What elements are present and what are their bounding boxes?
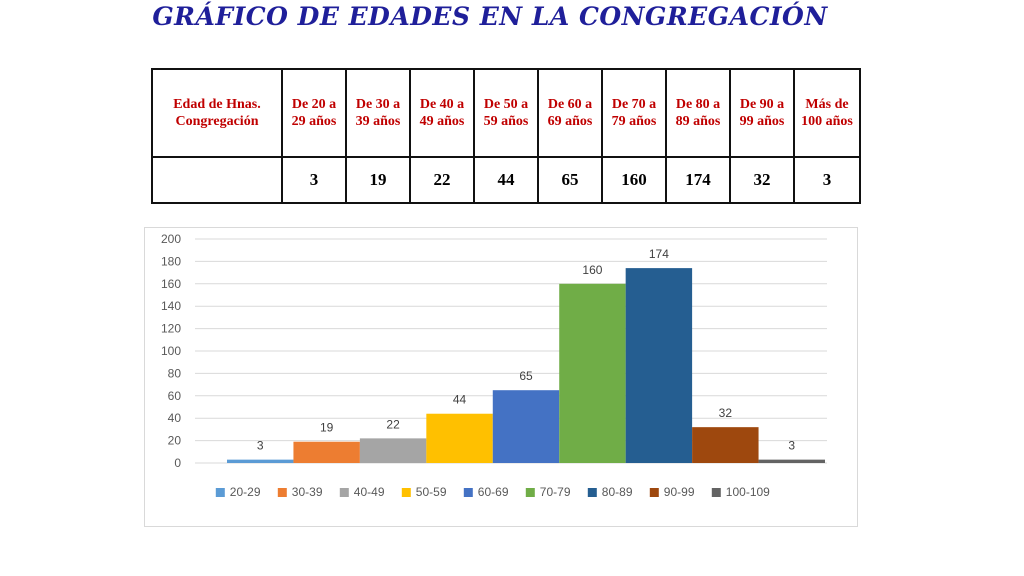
data-label: 32 — [719, 406, 733, 420]
data-label: 44 — [453, 393, 467, 407]
age-table: Edad de Hnas. Congregación De 20 a 29 añ… — [151, 68, 861, 204]
data-label: 160 — [582, 263, 602, 277]
y-tick-label: 100 — [161, 344, 181, 358]
table-header-cell: De 20 a 29 años — [281, 68, 347, 158]
legend-swatch — [587, 488, 597, 497]
data-label: 3 — [257, 439, 264, 453]
table-value-cell: 160 — [601, 156, 667, 204]
data-label: 19 — [320, 421, 334, 435]
bar-chart: 0 20 40 60 80 100 120 140 160 180 200 3 19 22 44 65 160 1… — [161, 232, 827, 499]
table-value-cell: 22 — [409, 156, 475, 204]
table-value-cell: 3 — [793, 156, 861, 204]
data-label: 65 — [519, 369, 533, 383]
legend-label: 100-109 — [726, 485, 770, 499]
table-value-cell: 174 — [665, 156, 731, 204]
legend-label: 90-99 — [664, 485, 695, 499]
chart-frame: 0 20 40 60 80 100 120 140 160 180 200 3 19 22 44 65 160 1… — [144, 227, 858, 527]
table-header-cell: De 70 a 79 años — [601, 68, 667, 158]
table-header-first: Edad de Hnas. Congregación — [151, 68, 283, 158]
y-tick-label: 0 — [174, 456, 181, 470]
page-title: GRÁFICO DE EDADES EN LA CONGREGACIÓN — [152, 2, 828, 31]
y-tick-label: 40 — [168, 411, 182, 425]
data-label: 22 — [386, 417, 400, 431]
data-label: 174 — [649, 247, 669, 261]
table-header-cell: De 40 a 49 años — [409, 68, 475, 158]
legend-swatch — [463, 488, 473, 497]
legend-swatch — [339, 488, 349, 497]
table-header-cell: De 30 a 39 años — [345, 68, 411, 158]
legend-swatch — [277, 488, 287, 497]
legend-swatch — [525, 488, 535, 497]
y-tick-label: 80 — [168, 366, 182, 380]
table-header-cell: De 60 a 69 años — [537, 68, 603, 158]
bar — [227, 459, 294, 463]
y-tick-label: 140 — [161, 299, 181, 313]
legend-label: 60-69 — [478, 485, 509, 499]
y-tick-label: 20 — [168, 434, 182, 448]
table-header-cell: De 80 a 89 años — [665, 68, 731, 158]
legend-swatch — [215, 488, 225, 497]
bar — [359, 438, 427, 463]
y-tick-label: 200 — [161, 232, 181, 246]
legend-label: 40-49 — [354, 485, 385, 499]
bar — [293, 441, 360, 463]
legend-swatch — [401, 488, 411, 497]
table-value-cell: 19 — [345, 156, 411, 204]
table-header-cell: De 90 a 99 años — [729, 68, 795, 158]
table-value-cell: 3 — [281, 156, 347, 204]
legend-label: 80-89 — [602, 485, 633, 499]
bar — [625, 268, 693, 463]
legend-swatch — [649, 488, 659, 497]
table-header-cell: Más de 100 años — [793, 68, 861, 158]
legend-swatch — [711, 488, 721, 497]
bar — [559, 283, 626, 463]
bar — [426, 413, 493, 463]
y-tick-label: 60 — [168, 389, 182, 403]
legend-label: 70-79 — [540, 485, 571, 499]
table-header-cell: De 50 a 59 años — [473, 68, 539, 158]
y-tick-label: 120 — [161, 322, 181, 336]
bar — [492, 390, 560, 463]
table-empty-cell — [151, 156, 283, 204]
legend-label: 20-29 — [230, 485, 261, 499]
table-value-cell: 32 — [729, 156, 795, 204]
y-tick-label: 160 — [161, 277, 181, 291]
legend-label: 30-39 — [292, 485, 323, 499]
table-value-cell: 65 — [537, 156, 603, 204]
legend-label: 50-59 — [416, 485, 447, 499]
data-label: 3 — [788, 439, 795, 453]
bar — [692, 427, 759, 463]
table-value-cell: 44 — [473, 156, 539, 204]
y-tick-label: 180 — [161, 254, 181, 268]
bar — [758, 459, 825, 463]
